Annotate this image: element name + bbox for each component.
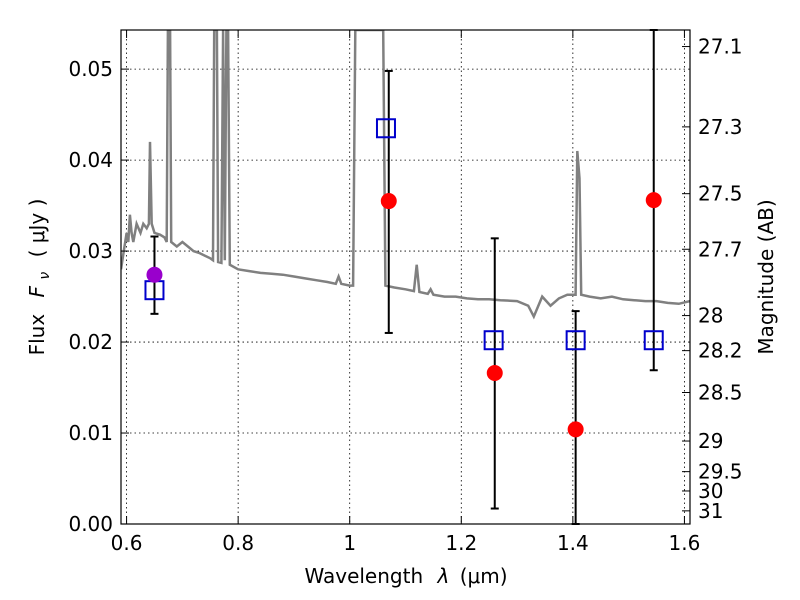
observed-photometry-point [146,266,163,283]
y2-tick-label: 28 [698,304,723,328]
observed-photometry-point [567,421,584,438]
x-axis-label-symbol: λ [437,564,450,588]
observed-photometry-point [486,364,503,381]
y2-tick-label: 27.7 [698,237,743,261]
y-axis-label-subscript: ν [37,272,53,280]
x-tick-label: 1.4 [557,531,589,555]
x-tick-label: 1.6 [669,531,701,555]
y-axis-label-text: Flux [25,314,49,356]
y2-tick-label: 27.3 [698,115,743,139]
x-axis-label-text: Wavelength [304,564,423,588]
y2-tick-label: 30 [698,479,723,503]
ticks [121,30,690,525]
x-axis-label: Wavelength λ (μm) [304,564,507,588]
y-tick-label: 0.05 [68,57,113,81]
y-axis-label: Flux F ν ( μJy ) [25,199,54,356]
y-axis-label-symbol: F [25,285,49,297]
x-tick-label: 0.8 [222,531,254,555]
y2-tick-label: 29.5 [698,460,743,484]
y2-tick-label: 28.5 [698,380,743,404]
x-tick-label: 0.6 [111,531,143,555]
y2-tick-label: 27.5 [698,182,743,206]
y-tick-labels: 0.00 0.01 0.02 0.03 0.04 0.05 [68,57,113,536]
grid [121,30,690,525]
plot-area [121,30,690,320]
observed-photometry [146,192,662,438]
x-tick-label: 1.2 [445,531,477,555]
y-tick-label: 0.03 [68,239,113,263]
y-tick-label: 0.01 [68,421,113,445]
y2-tick-label: 29 [698,429,723,453]
right-axis-label: Magnitude (AB) [754,199,778,354]
y-axis-label-unit: ( μJy ) [25,199,49,258]
observed-photometry-point [645,192,662,209]
y-tick-label: 0.00 [68,512,113,536]
y2-tick-label: 28.2 [698,339,743,363]
x-tick-label: 1 [343,531,356,555]
model-photometry-point [643,330,664,351]
x-tick-labels: 0.6 0.8 1 1.2 1.4 1.6 [111,531,701,555]
y-tick-label: 0.04 [68,148,113,172]
y-tick-label: 0.02 [68,330,113,354]
y2-tick-label: 27.1 [698,35,743,59]
model-photometry-point [483,330,504,351]
plot-frame [120,29,691,525]
model-photometry-point [375,118,396,139]
x-axis-label-unit: (μm) [460,564,508,588]
model-spectrum-line [121,30,690,320]
y2-tick-label: 31 [698,499,723,523]
model-photometry-point [565,330,586,351]
observed-photometry-point [380,193,397,210]
